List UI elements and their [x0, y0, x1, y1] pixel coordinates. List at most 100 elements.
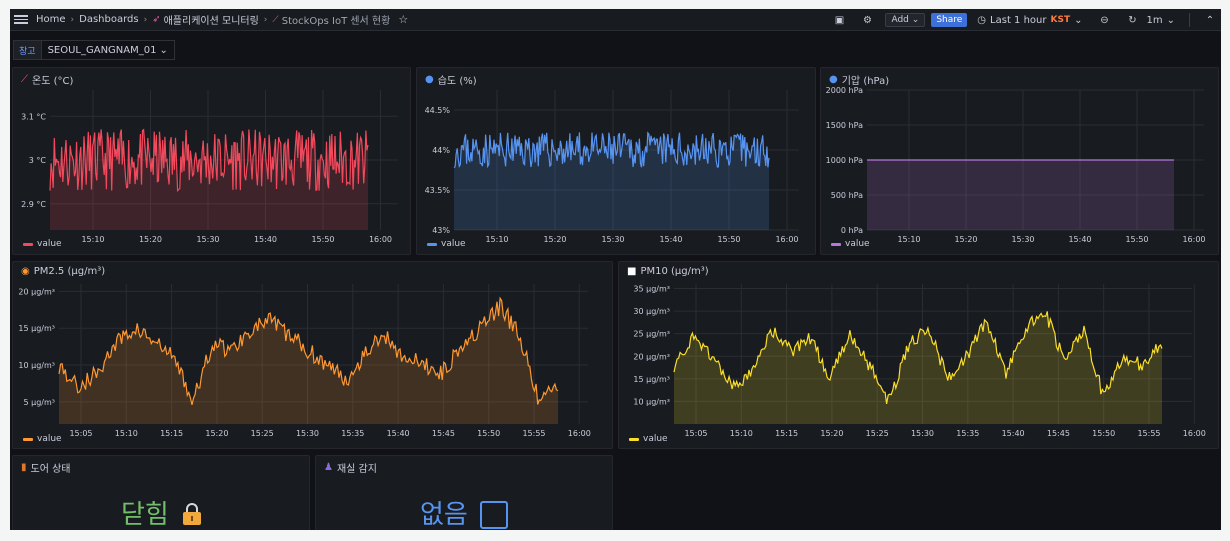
divider [1189, 13, 1190, 27]
y-tick-label: 1500 hPa [826, 121, 863, 130]
panel-title-text: 도어 상태 [30, 464, 71, 475]
panel-pm25[interactable]: ◉ PM2.5 (μg/m³) 20 μg/m³ 15 μg/m³ 10 μg/m³… [12, 261, 613, 449]
square-icon: ■ [627, 266, 637, 277]
x-tick-label: 16:00 [775, 235, 798, 244]
series-area [59, 298, 558, 424]
breadcrumb-folder[interactable]: 애플리케이션 모니터링 [163, 16, 259, 27]
breadcrumb-dashboards[interactable]: Dashboards [79, 14, 139, 25]
y-tick-label: 2.9 °C [21, 200, 46, 209]
panel-humidity[interactable]: ● 습도 (%) 44.5% 44% 43.5% 43% 15:10 15:20 15:30… [416, 67, 816, 255]
occupancy-text: 없음 [419, 500, 468, 530]
legend-swatch [23, 242, 33, 246]
share-button[interactable]: Share [931, 13, 968, 27]
toolbar-right: ▣ ⚙ Add ⌄ Share ◷ Last 1 hour KST ⌄ ⊖ ↻ … [825, 9, 1221, 31]
person-icon: ♟ [324, 462, 333, 473]
panel-temperature[interactable]: ⟋ 온도 (°C) 3.1 °C 3 °C 2.9 °C 15:10 15:20 15:3… [12, 67, 411, 255]
series-line [673, 311, 1163, 405]
chevron-down-icon: ⌄ [1166, 14, 1175, 26]
lock-icon [183, 503, 202, 525]
legend-label: value [643, 434, 668, 444]
panel-title: ▮ 도어 상태 [21, 460, 71, 475]
chart-temperature: 3.1 °C 3 °C 2.9 °C 15:10 15:20 15:30 15:40 15:5… [21, 90, 398, 244]
chevron-right-icon: › [143, 14, 148, 25]
x-tick-label: 15:10 [81, 235, 104, 244]
panel-occupancy[interactable]: ♟ 재실 감지 없음 [315, 455, 613, 530]
panel-door-status[interactable]: ▮ 도어 상태 닫힘 [12, 455, 310, 530]
panel-pm10[interactable]: ■ PM10 (μg/m³) 35 μg/m³ 30 μg/m³ 25 μg/m³ 2… [618, 261, 1219, 449]
menu-icon[interactable] [14, 15, 28, 24]
chevron-down-icon: ⌄ [159, 44, 168, 56]
refresh-interval-label: 1m [1146, 14, 1163, 26]
warehouse-select[interactable]: SEOUL_GANGNAM_01 ⌄ [41, 40, 175, 60]
legend-label: value [37, 239, 62, 249]
droplet-icon: ● [425, 74, 434, 85]
add-button[interactable]: Add ⌄ [885, 13, 926, 27]
chevron-down-icon: ⌄ [911, 15, 920, 25]
x-tick-label: 15:20 [139, 235, 162, 244]
x-tick-label: 15:30 [911, 429, 934, 438]
legend-swatch [629, 437, 639, 441]
thermometer-icon: ⟋ [21, 74, 28, 85]
warehouse-select-value: SEOUL_GANGNAM_01 [47, 44, 157, 56]
series-line [58, 296, 559, 406]
legend[interactable]: value [629, 434, 668, 444]
y-tick-label: 43.5% [425, 186, 451, 195]
y-tick-label: 44.5% [425, 106, 451, 115]
gear-icon[interactable]: ⚙ [862, 14, 872, 26]
legend[interactable]: value [427, 239, 466, 249]
y-tick-label: 500 hPa [831, 191, 863, 200]
y-tick-label: 15 μg/m³ [633, 375, 670, 384]
panel-title-text: PM10 (μg/m³) [640, 266, 709, 277]
x-tick-label: 15:30 [196, 235, 219, 244]
star-icon[interactable]: ☆ [398, 13, 409, 26]
legend-swatch [23, 437, 33, 441]
y-tick-label: 20 μg/m³ [18, 287, 55, 296]
x-tick-label: 15:40 [254, 235, 277, 244]
x-tick-label: 16:00 [1183, 429, 1206, 438]
save-icon[interactable]: ▣ [834, 14, 845, 26]
chevron-up-icon[interactable]: ⌃ [1205, 14, 1215, 26]
panel-title: ● 기압 (hPa) [829, 72, 889, 87]
y-tick-label: 25 μg/m³ [633, 330, 670, 339]
x-tick-label: 16:00 [568, 429, 591, 438]
panel-title-text: 재실 감지 [336, 464, 377, 475]
panel-title: ◉ PM2.5 (μg/m³) [21, 266, 105, 277]
x-tick-label: 15:30 [601, 235, 624, 244]
y-tick-label: 30 μg/m³ [633, 307, 670, 316]
refresh-icon[interactable]: ↻ [1128, 14, 1137, 26]
legend-label: value [845, 239, 870, 249]
y-tick-label: 3.1 °C [21, 112, 46, 121]
x-tick-label: 15:35 [341, 429, 364, 438]
zoom-out-icon[interactable]: ⊖ [1100, 14, 1109, 26]
panel-pressure[interactable]: ● 기압 (hPa) 2000 hPa 1500 hPa 1000 hPa 500 h… [820, 67, 1219, 255]
y-tick-label: 43% [432, 226, 450, 235]
variable-label: 창고 [13, 40, 42, 60]
chart-pm10: 35 μg/m³ 30 μg/m³ 25 μg/m³ 20 μg/m³ 15 μg/m³… [633, 284, 1206, 438]
x-tick-label: 15:25 [866, 429, 889, 438]
series-line [49, 128, 369, 193]
breadcrumb-home[interactable]: Home [36, 14, 66, 25]
refresh-interval-picker[interactable]: 1m ⌄ [1147, 15, 1176, 26]
y-tick-label: 2000 hPa [826, 86, 863, 95]
x-tick-label: 15:05 [684, 429, 707, 438]
legend[interactable]: value [23, 239, 62, 249]
time-range-label: Last 1 hour [990, 14, 1047, 26]
x-tick-label: 15:40 [387, 429, 410, 438]
x-tick-label: 15:40 [1002, 429, 1025, 438]
y-tick-label: 20 μg/m³ [633, 352, 670, 361]
panel-title: ♟ 재실 감지 [324, 460, 377, 475]
legend-swatch [831, 242, 841, 246]
time-picker[interactable]: ◷ Last 1 hour KST ⌄ [977, 15, 1082, 26]
legend[interactable]: value [23, 434, 62, 444]
x-tick-label: 15:20 [954, 235, 977, 244]
y-tick-label: 0 hPa [841, 226, 863, 235]
door-status-text: 닫힘 [120, 500, 169, 530]
legend[interactable]: value [831, 239, 870, 249]
panel-title-text: PM2.5 (μg/m³) [33, 266, 106, 277]
clock-icon: ◷ [977, 14, 987, 26]
occupancy-value: 없음 [316, 494, 612, 530]
top-navbar: Home › Dashboards › ➶ 애플리케이션 모니터링 › ⟋ St… [10, 9, 1221, 31]
door-status-value: 닫힘 [13, 494, 309, 530]
rocket-icon: ➶ [152, 14, 161, 25]
panel-title-text: 기압 (hPa) [841, 76, 890, 87]
